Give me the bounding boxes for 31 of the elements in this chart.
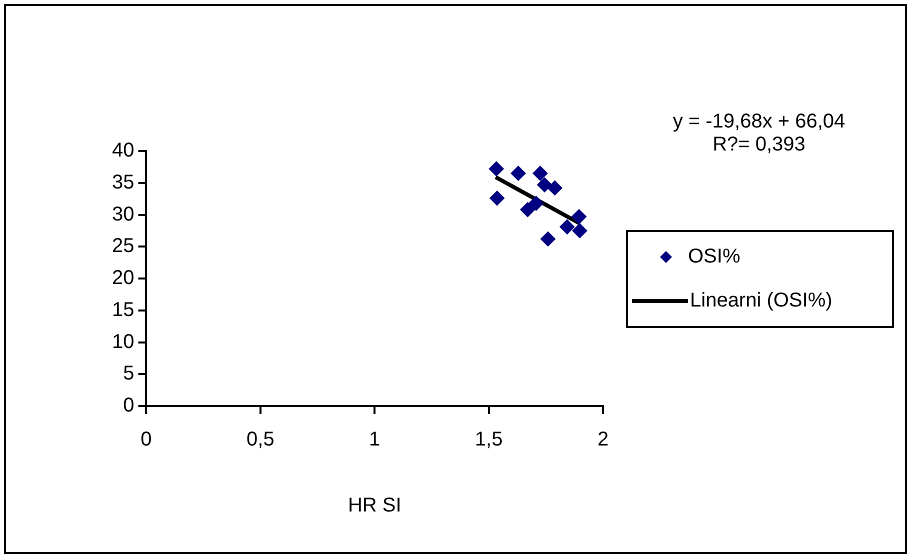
point	[547, 180, 562, 196]
x-tick-label: 0	[140, 428, 152, 451]
point	[560, 219, 575, 234]
point	[537, 177, 552, 192]
x-tick-label: 1,5	[474, 428, 503, 451]
text: y = -19,68x + 66,04	[672, 110, 846, 133]
point	[540, 231, 556, 246]
y-tick-label: 20	[112, 267, 134, 290]
y-tick-label: 30	[112, 203, 134, 226]
point	[520, 202, 536, 218]
y-tick-label: 0	[123, 394, 134, 417]
x-tick-label: 1	[369, 428, 380, 451]
point	[528, 196, 544, 211]
x-axis-title: HR SI	[348, 494, 402, 517]
point	[572, 209, 587, 224]
y-tick-label: 25	[112, 235, 134, 258]
y-tick-label: 10	[112, 330, 134, 353]
y-tick-label: 35	[112, 171, 134, 194]
y-tick-label: 15	[112, 298, 134, 321]
point	[488, 161, 504, 176]
y-tick-label: 40	[112, 140, 134, 162]
text: R?= 0,393	[712, 134, 806, 156]
legend-label: OSI%	[688, 246, 740, 268]
point	[572, 223, 588, 238]
legend-label: Linearni (OSI%)	[690, 290, 832, 312]
point	[510, 166, 526, 181]
point	[532, 166, 548, 181]
x-tick-label: 2	[597, 428, 609, 451]
y-tick-label: 5	[123, 362, 134, 385]
x-tick-label: 0,5	[246, 428, 274, 451]
point	[490, 190, 505, 206]
